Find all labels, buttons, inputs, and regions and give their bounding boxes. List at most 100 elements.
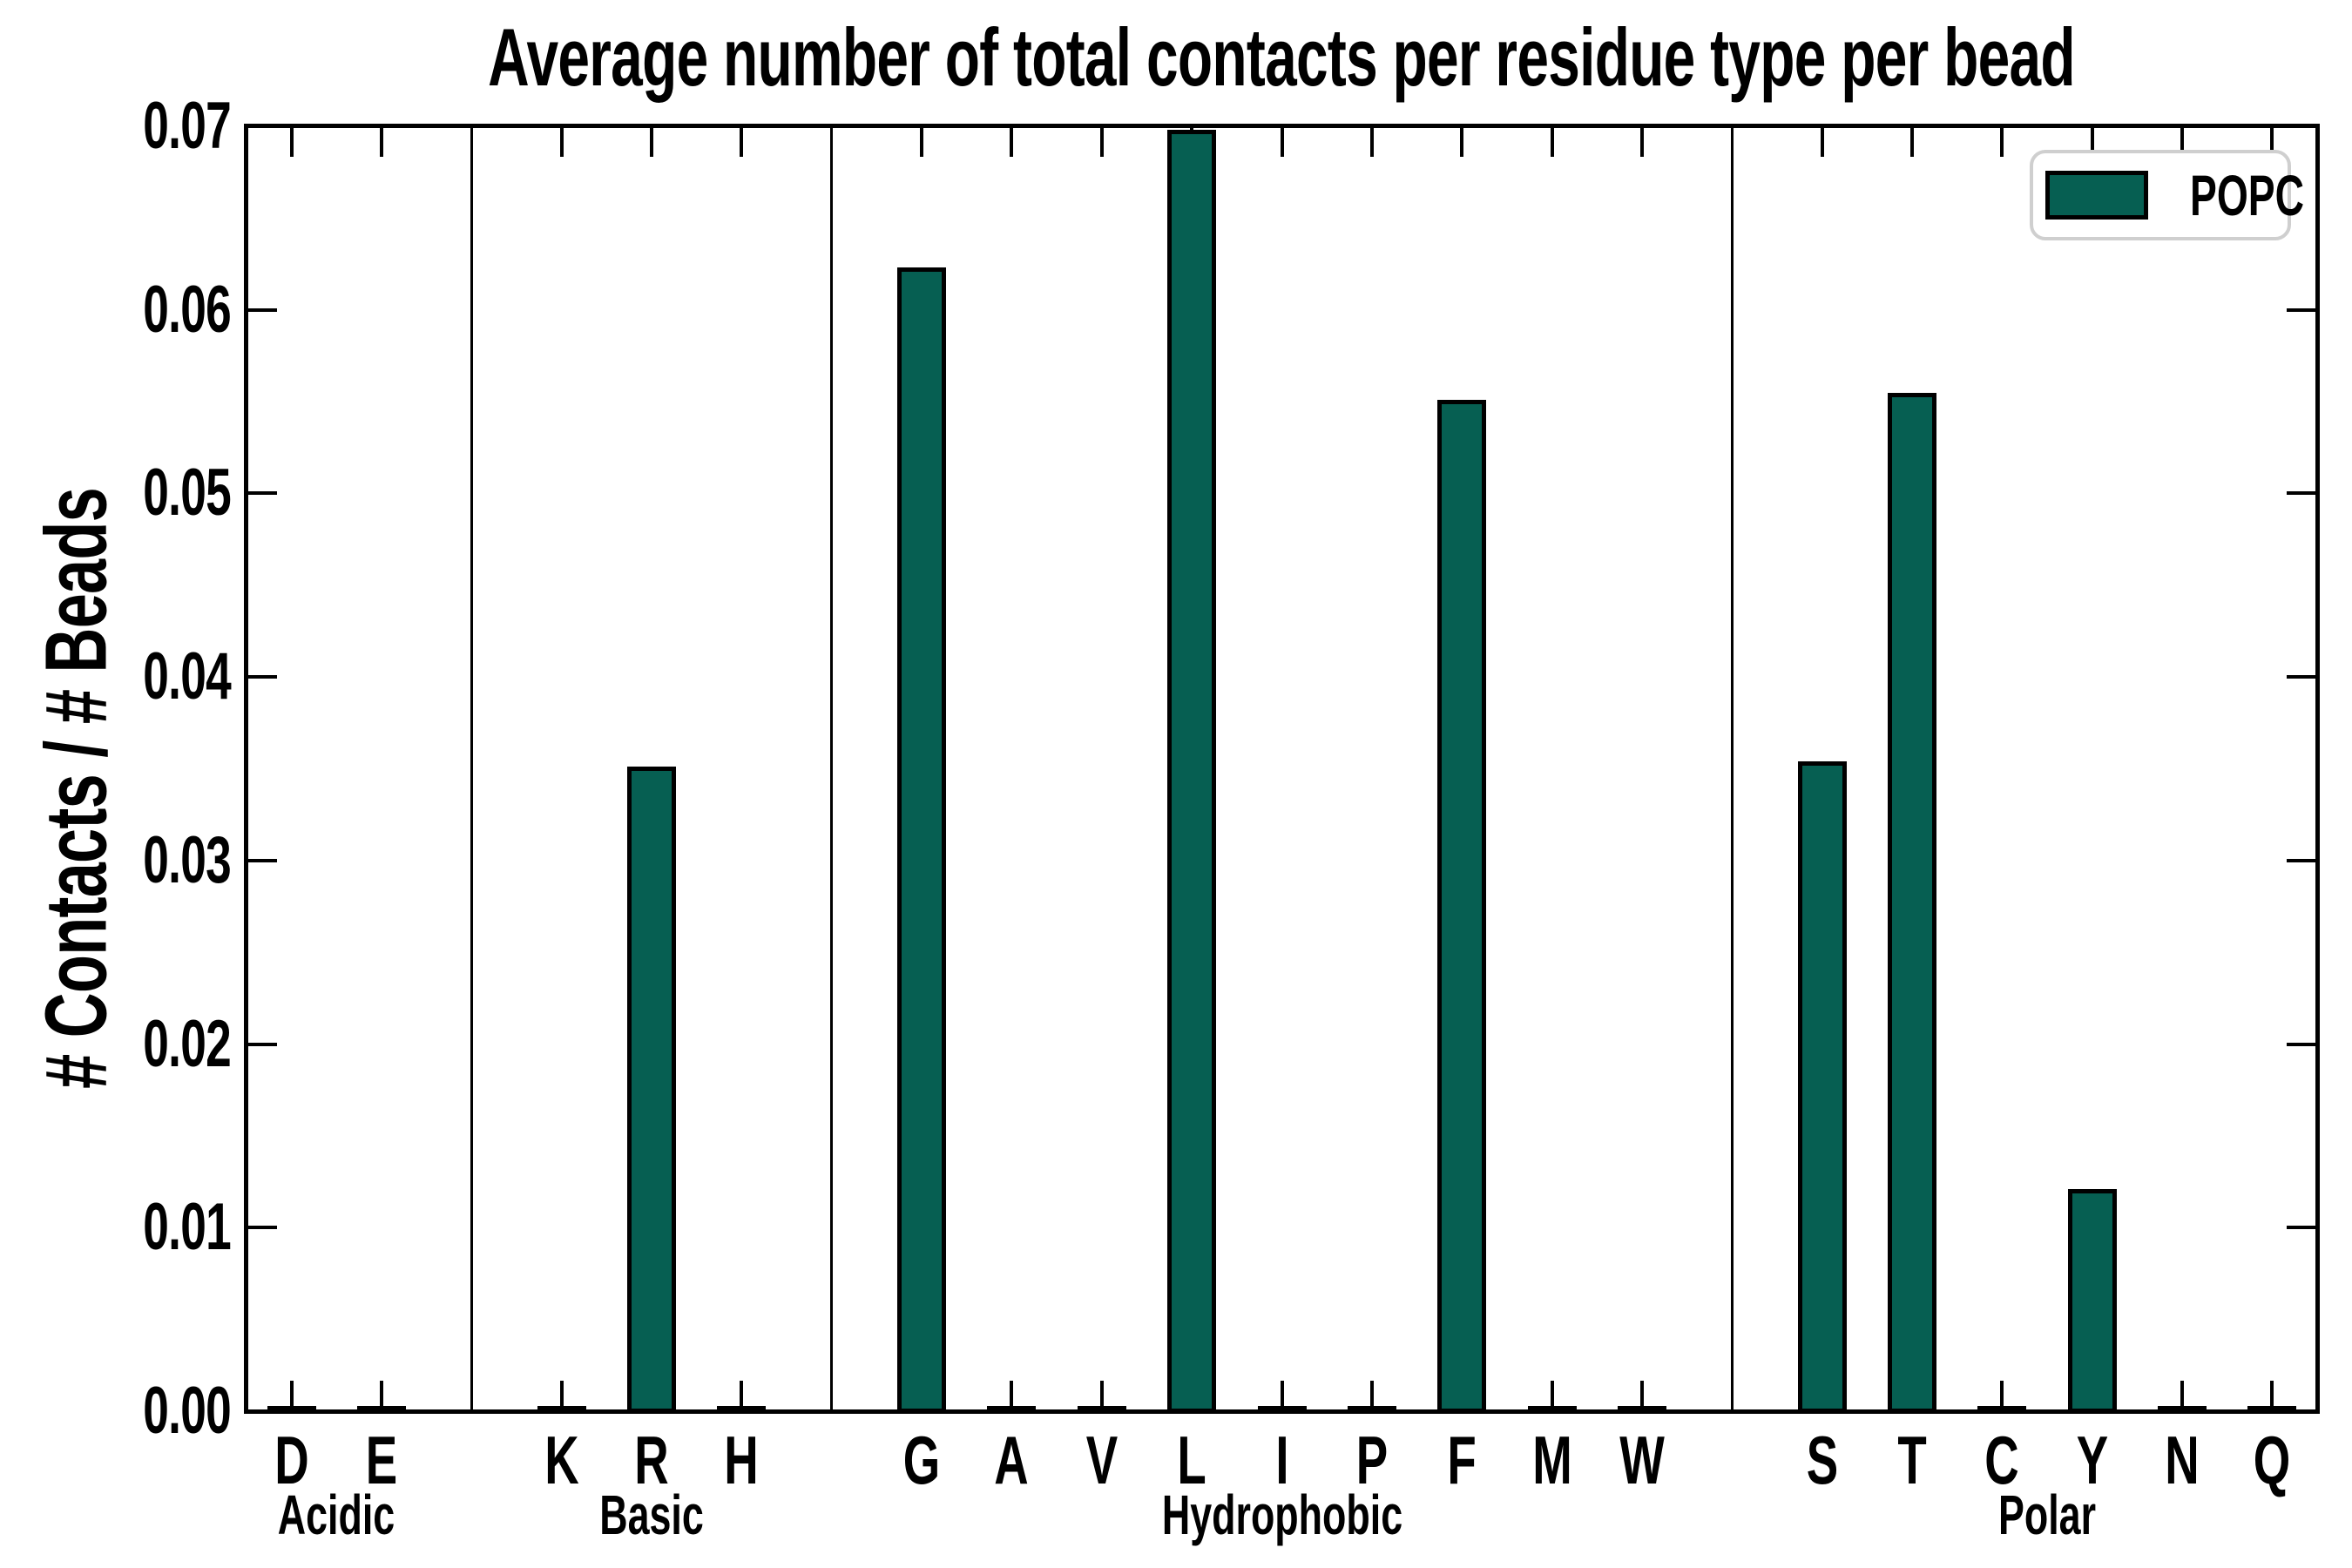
y-tick-left-0.02: [248, 1042, 277, 1046]
legend: POPC: [2030, 150, 2304, 240]
x-tick-top-G: [920, 128, 924, 157]
x-label-R: R: [634, 1422, 669, 1498]
x-label-Y: Y: [2076, 1422, 2108, 1498]
y-tick-left-0.05: [248, 491, 277, 496]
y-tick-label-0.02: 0.02: [143, 1006, 231, 1081]
x-label-Q: Q: [2254, 1422, 2291, 1498]
x-label-C: C: [1984, 1422, 2020, 1498]
x-tick-bottom-C: [2000, 1381, 2004, 1409]
group-separator-1: [470, 126, 473, 1411]
x-tick-top-W: [1639, 128, 1644, 157]
x-tick-top-H: [740, 128, 744, 157]
x-tick-bottom-I: [1280, 1381, 1284, 1409]
x-tick-bottom-E: [380, 1381, 384, 1409]
x-tick-top-A: [1010, 128, 1014, 157]
x-tick-bottom-W: [1639, 1381, 1644, 1409]
group-separator-2: [830, 126, 834, 1411]
x-label-T: T: [1897, 1422, 1927, 1498]
x-label-H: H: [724, 1422, 760, 1498]
zero-bar-C: [1977, 1406, 2027, 1414]
x-tick-bottom-K: [559, 1381, 564, 1409]
x-label-G: G: [902, 1422, 941, 1498]
x-label-K: K: [544, 1422, 579, 1498]
y-tick-right-0.06: [2287, 308, 2315, 312]
y-tick-label-0.03: 0.03: [143, 822, 231, 897]
zero-bar-M: [1527, 1406, 1577, 1414]
zero-bar-Q: [2247, 1406, 2297, 1414]
x-label-V: V: [1085, 1422, 1119, 1498]
x-tick-top-Y: [2090, 128, 2094, 157]
group-separator-3: [1730, 126, 1734, 1411]
bar-F: [1437, 399, 1487, 1413]
bar-S: [1797, 761, 1847, 1413]
y-tick-left-0.06: [248, 308, 277, 312]
y-tick-left-0.04: [248, 675, 277, 679]
zero-bar-P: [1347, 1406, 1396, 1414]
x-label-E: E: [365, 1422, 398, 1498]
bar-Y: [2067, 1189, 2117, 1413]
zero-bar-I: [1257, 1406, 1307, 1414]
x-tick-top-K: [559, 128, 564, 157]
zero-bar-A: [987, 1406, 1037, 1414]
y-tick-right-0.02: [2287, 1042, 2315, 1046]
x-label-F: F: [1447, 1422, 1477, 1498]
y-tick-label-0.05: 0.05: [143, 456, 231, 531]
x-tick-bottom-H: [740, 1381, 744, 1409]
x-label-S: S: [1806, 1422, 1838, 1498]
y-tick-right-0.07: [2287, 125, 2315, 128]
x-tick-top-S: [1820, 128, 1824, 157]
zero-bar-D: [267, 1406, 316, 1414]
x-tick-top-D: [289, 128, 294, 157]
y-tick-left-0.01: [248, 1226, 277, 1230]
x-tick-top-E: [380, 128, 384, 157]
group-label-basic: Basic: [599, 1484, 704, 1546]
x-tick-bottom-N: [2180, 1381, 2184, 1409]
x-tick-top-I: [1280, 128, 1284, 157]
group-label-hydrophobic: Hydrophobic: [1161, 1484, 1402, 1546]
x-tick-bottom-D: [289, 1381, 294, 1409]
zero-bar-E: [357, 1406, 407, 1414]
x-label-A: A: [994, 1422, 1030, 1498]
chart-title: Average number of total contacts per res…: [488, 11, 2075, 103]
x-tick-bottom-P: [1369, 1381, 1374, 1409]
zero-bar-K: [537, 1406, 586, 1414]
zero-bar-N: [2157, 1406, 2207, 1414]
x-tick-top-F: [1460, 128, 1464, 157]
x-tick-top-V: [1099, 128, 1104, 157]
bar-L: [1167, 130, 1217, 1413]
y-tick-right-0.05: [2287, 491, 2315, 496]
bar-R: [627, 767, 677, 1413]
y-tick-label-0.01: 0.01: [143, 1190, 231, 1265]
y-tick-label-0.06: 0.06: [143, 272, 231, 347]
x-tick-top-P: [1369, 128, 1374, 157]
y-tick-left-0.00: [248, 1409, 277, 1413]
y-tick-right-0.00: [2287, 1409, 2315, 1413]
x-tick-top-C: [2000, 128, 2004, 157]
group-label-polar: Polar: [1997, 1484, 2096, 1546]
y-tick-left-0.03: [248, 858, 277, 862]
x-label-W: W: [1619, 1422, 1665, 1498]
y-tick-label-0.04: 0.04: [143, 639, 231, 714]
x-label-D: D: [274, 1422, 309, 1498]
zero-bar-H: [717, 1406, 767, 1414]
x-label-I: I: [1274, 1422, 1289, 1498]
x-tick-top-R: [650, 128, 654, 157]
y-tick-label-0.07: 0.07: [143, 89, 231, 163]
x-tick-bottom-Q: [2270, 1381, 2274, 1409]
x-label-N: N: [2165, 1422, 2200, 1498]
x-tick-top-T: [1909, 128, 1914, 157]
legend-swatch-popc: [2045, 171, 2148, 220]
zero-bar-W: [1617, 1406, 1666, 1414]
bar-T: [1887, 392, 1936, 1413]
bar-G: [897, 267, 947, 1413]
x-tick-top-Q: [2270, 128, 2274, 157]
y-tick-right-0.01: [2287, 1226, 2315, 1230]
x-tick-bottom-A: [1010, 1381, 1014, 1409]
y-tick-left-0.07: [248, 125, 277, 128]
group-label-acidic: Acidic: [278, 1484, 395, 1546]
x-tick-bottom-V: [1099, 1381, 1104, 1409]
x-label-P: P: [1355, 1422, 1389, 1498]
x-tick-top-N: [2180, 128, 2184, 157]
